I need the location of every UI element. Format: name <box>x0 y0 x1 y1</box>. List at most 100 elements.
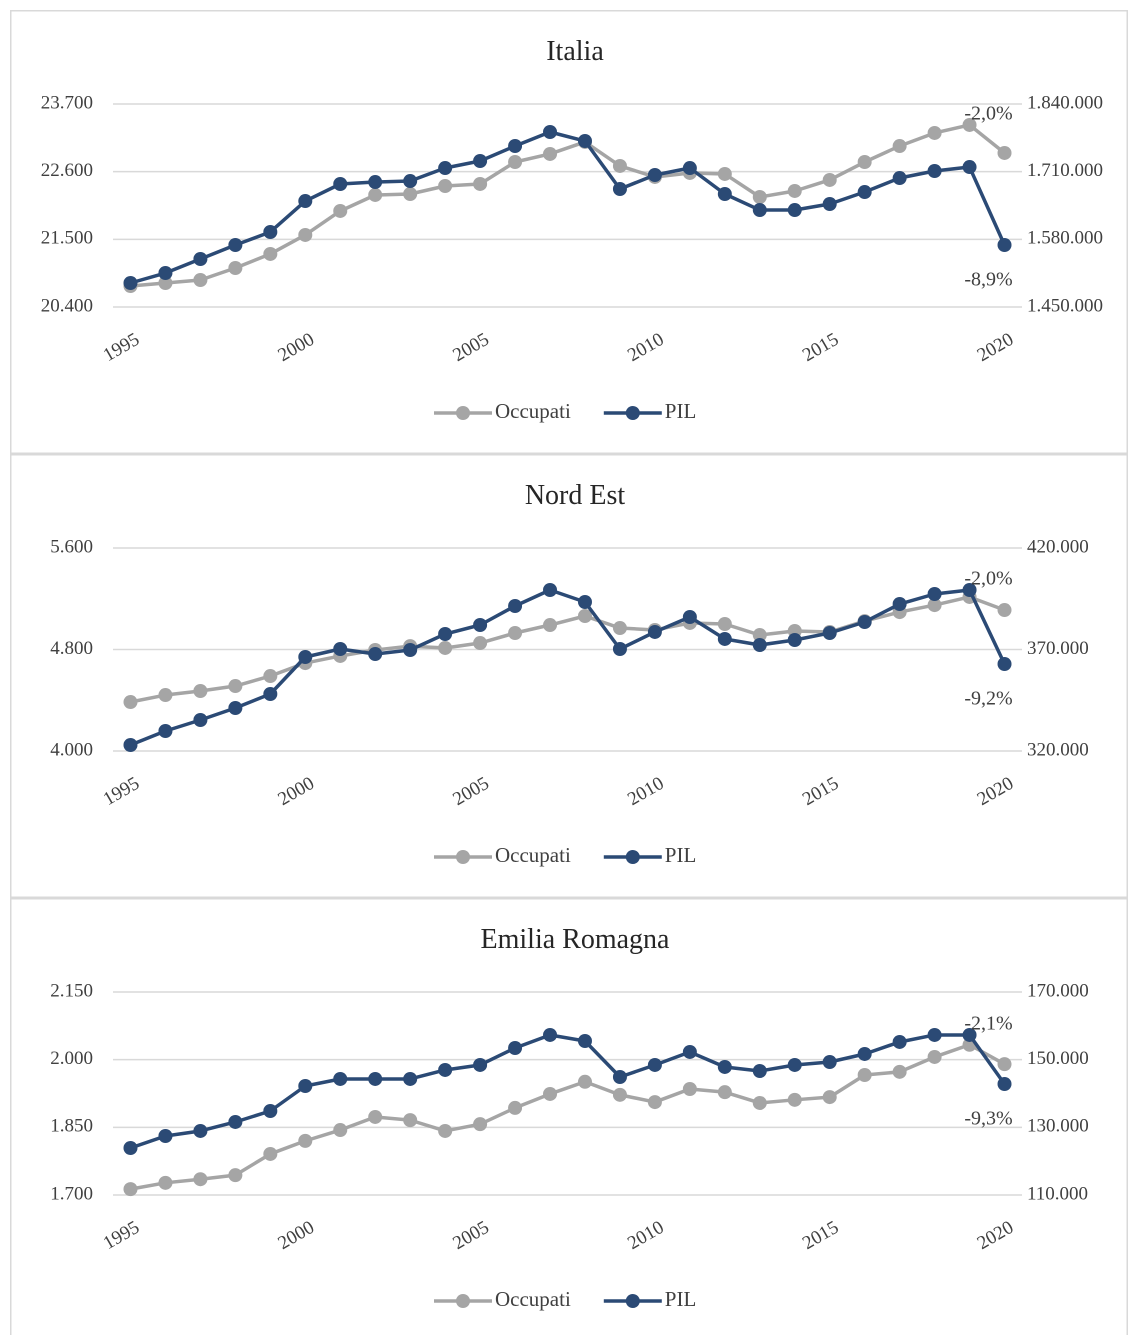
data-point <box>368 1071 383 1086</box>
y2-tick-label: 320.000 <box>1027 739 1089 760</box>
data-point <box>403 643 418 658</box>
chart-panel: Italia 20.400 21.500 22.600 23.700 1.450.000 1… <box>10 10 1128 454</box>
legend-marker <box>456 850 470 864</box>
data-point <box>927 598 942 613</box>
data-point <box>193 683 208 698</box>
data-point <box>403 1071 418 1086</box>
data-point <box>787 183 802 198</box>
data-point <box>857 1046 872 1061</box>
data-point <box>752 203 767 218</box>
data-point <box>717 1085 732 1100</box>
data-point <box>543 125 558 140</box>
data-point <box>577 134 592 149</box>
data-point <box>263 1103 278 1118</box>
data-point <box>787 632 802 647</box>
data-point <box>438 627 453 642</box>
data-point <box>438 1062 453 1077</box>
data-point <box>543 1086 558 1101</box>
data-point <box>752 1095 767 1110</box>
data-point <box>193 272 208 287</box>
data-point <box>508 1100 523 1115</box>
annotation: -2,1% <box>964 1013 1012 1035</box>
data-point <box>368 1109 383 1124</box>
data-point <box>438 161 453 176</box>
y-tick-label: 20.400 <box>41 295 93 316</box>
data-point <box>752 190 767 205</box>
data-point <box>298 1133 313 1148</box>
panel-border <box>10 10 1128 454</box>
data-point <box>752 637 767 652</box>
x-tick-label: 2010 <box>624 773 667 810</box>
y-tick-label: 2.000 <box>50 1048 93 1069</box>
data-point <box>123 1141 138 1156</box>
data-point <box>682 1081 697 1096</box>
legend-label: PIL <box>665 843 697 867</box>
data-point <box>717 631 732 646</box>
legend-marker <box>625 406 640 420</box>
data-point <box>368 187 383 202</box>
data-point <box>717 1059 732 1074</box>
data-point <box>228 1168 243 1183</box>
y-tick-label: 22.600 <box>41 160 93 181</box>
data-point <box>787 1092 802 1107</box>
data-point <box>228 701 243 716</box>
data-point <box>333 1071 348 1086</box>
y2-tick-label: 1.840.000 <box>1027 92 1103 113</box>
data-point <box>228 679 243 694</box>
legend-label: PIL <box>665 1287 697 1311</box>
y-tick-label: 1.850 <box>50 1116 93 1137</box>
data-point <box>997 1057 1012 1072</box>
data-point <box>473 1117 488 1132</box>
data-point <box>927 1027 942 1042</box>
y2-tick-label: 150.000 <box>1027 1048 1089 1069</box>
data-point <box>158 1175 173 1190</box>
data-point <box>787 203 802 218</box>
data-point <box>647 1057 662 1072</box>
data-point <box>997 238 1012 253</box>
data-point <box>368 175 383 190</box>
legend-label: Occupati <box>495 843 571 867</box>
data-point <box>577 1074 592 1089</box>
y2-tick-label: 420.000 <box>1027 536 1089 557</box>
data-point <box>892 597 907 612</box>
data-point <box>997 1076 1012 1091</box>
data-point <box>717 166 732 181</box>
data-point <box>682 1044 697 1059</box>
series-line <box>129 588 1007 747</box>
data-point <box>193 1123 208 1138</box>
data-point <box>647 1095 662 1110</box>
y-tick-label: 4.800 <box>50 638 93 659</box>
x-tick-label: 1995 <box>100 1217 143 1254</box>
x-tick-label: 2020 <box>974 773 1017 810</box>
data-point <box>543 618 558 633</box>
panel-border <box>10 454 1128 898</box>
data-point <box>892 171 907 186</box>
legend-label: Occupati <box>495 1287 571 1311</box>
y-tick-label: 23.700 <box>41 92 93 113</box>
data-point <box>787 1057 802 1072</box>
x-tick-label: 2005 <box>449 773 492 810</box>
y-tick-label: 2.150 <box>50 980 93 1001</box>
data-point <box>612 621 627 636</box>
data-point <box>962 117 977 132</box>
data-point <box>577 594 592 609</box>
annotation: -8,9% <box>964 269 1012 291</box>
x-tick-label: 2000 <box>275 329 318 366</box>
data-point <box>333 177 348 192</box>
data-point <box>857 614 872 629</box>
x-tick-label: 2015 <box>799 329 842 366</box>
x-tick-label: 2015 <box>799 1217 842 1254</box>
annotation: -2,0% <box>964 103 1012 125</box>
legend-label: PIL <box>665 399 697 423</box>
data-point <box>508 1040 523 1055</box>
data-point <box>892 139 907 154</box>
data-point <box>298 650 313 665</box>
chart-panel: Nord Est 4.000 4.800 5.600 320.000 370.000 420… <box>10 454 1128 898</box>
data-point <box>298 194 313 209</box>
data-point <box>612 641 627 656</box>
data-point <box>997 145 1012 160</box>
x-tick-label: 2015 <box>799 773 842 810</box>
data-point <box>822 1055 837 1070</box>
data-point <box>962 1027 977 1042</box>
data-point <box>403 186 418 201</box>
